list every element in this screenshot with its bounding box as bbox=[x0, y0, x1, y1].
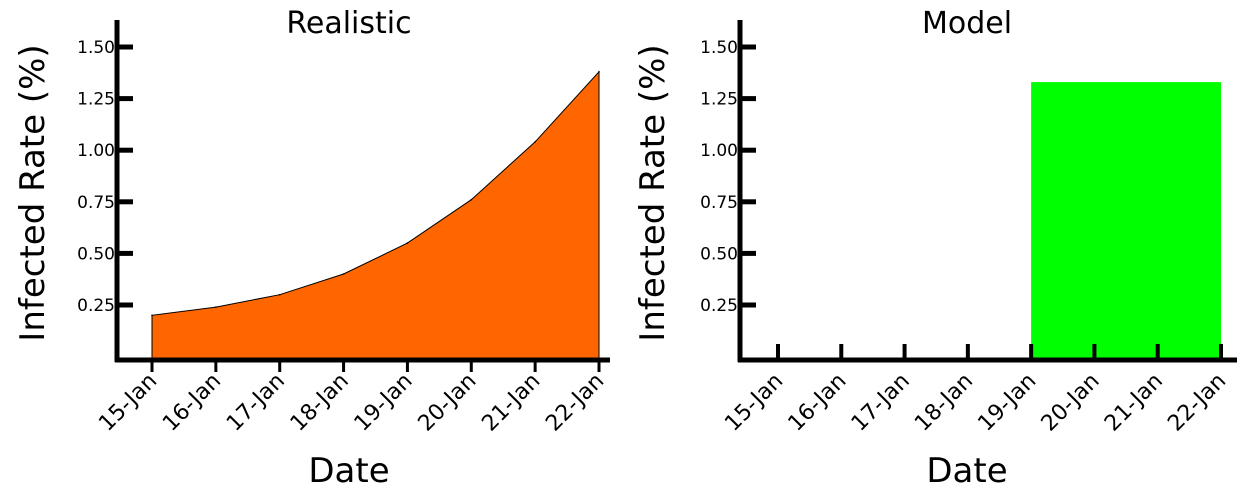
x-tick-label: 21-Jan bbox=[1100, 369, 1168, 437]
y-tick-label: 1.50 bbox=[77, 38, 115, 58]
y-tick-label: 0.75 bbox=[700, 193, 738, 213]
x-tick-label: 20-Jan bbox=[1037, 369, 1105, 437]
y-tick-label: 1.25 bbox=[77, 90, 115, 110]
y-tick-label: 1.00 bbox=[77, 141, 115, 161]
y-tick-label: 0.50 bbox=[700, 244, 738, 264]
y-tick-label: 0.75 bbox=[77, 193, 115, 213]
chart-0: 0.25 0.50 0.75 1.00 1.25 1.50 15-Jan16-Jan17-J… bbox=[13, 6, 610, 491]
y-tick-label: 1.25 bbox=[700, 90, 738, 110]
data-point bbox=[215, 306, 217, 308]
x-tick-label: 19-Jan bbox=[350, 369, 418, 437]
y-tick-label: 0.25 bbox=[700, 296, 738, 316]
x-axis-label: Date bbox=[308, 451, 389, 491]
data-point bbox=[598, 71, 600, 73]
y-tick-label: 0.50 bbox=[77, 244, 115, 264]
x-tick-label: 21-Jan bbox=[477, 369, 545, 437]
y-tick-label: 1.00 bbox=[700, 141, 738, 161]
y-axis-label: Infected Rate (%) bbox=[633, 44, 673, 341]
data-point bbox=[470, 198, 473, 201]
x-tick-label: 16-Jan bbox=[158, 369, 226, 437]
area-fill bbox=[151, 70, 600, 359]
x-tick-label: 15-Jan bbox=[94, 369, 162, 437]
x-tick-label: 17-Jan bbox=[847, 369, 915, 437]
x-tick-label: 18-Jan bbox=[286, 369, 354, 437]
bar bbox=[1031, 82, 1221, 358]
x-axis-label: Date bbox=[926, 451, 1007, 491]
x-tick-label: 20-Jan bbox=[414, 369, 482, 437]
x-tick-label: 17-Jan bbox=[222, 369, 290, 437]
chart-title: Model bbox=[922, 6, 1012, 41]
x-tick-label: 18-Jan bbox=[910, 369, 978, 437]
y-axis-label: Infected Rate (%) bbox=[13, 44, 53, 341]
data-point bbox=[278, 293, 281, 296]
data-point bbox=[151, 314, 153, 317]
data-point bbox=[406, 242, 409, 244]
chart-1: 0.25 0.50 0.75 1.00 1.25 1.50 15-Jan16-Jan17-J… bbox=[633, 6, 1237, 491]
data-point bbox=[534, 141, 536, 143]
x-tick-label: 19-Jan bbox=[973, 369, 1041, 437]
data-point bbox=[342, 273, 345, 275]
x-tick-label: 15-Jan bbox=[720, 369, 788, 437]
y-tick-label: 0.25 bbox=[77, 296, 115, 316]
chart-title: Realistic bbox=[286, 6, 411, 41]
x-tick-label: 22-Jan bbox=[541, 369, 609, 437]
y-tick-label: 1.50 bbox=[700, 38, 738, 58]
x-tick-label: 16-Jan bbox=[784, 369, 852, 437]
x-tick-label: 22-Jan bbox=[1163, 369, 1231, 437]
